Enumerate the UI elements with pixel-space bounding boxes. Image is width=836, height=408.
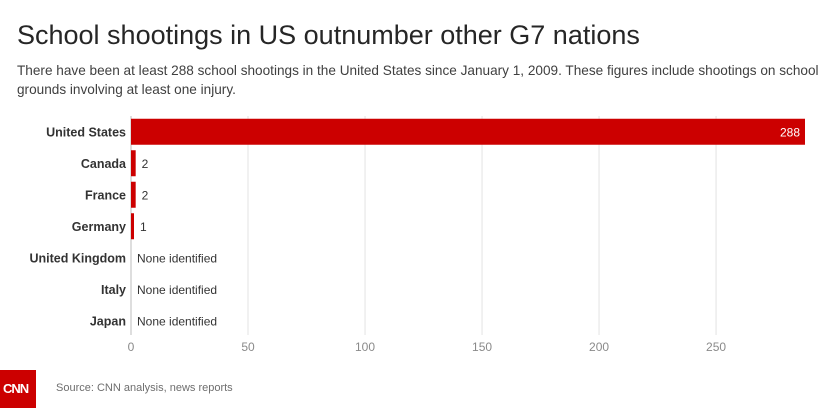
- x-tick-label: 0: [128, 340, 135, 354]
- bar: [131, 181, 136, 208]
- category-label: Germany: [72, 220, 126, 234]
- x-tick-label: 50: [241, 340, 255, 354]
- bar-chart: 0 50 100 150 200 250 United States 288 Canada 2 Fr…: [29, 116, 805, 354]
- cnn-logo-text: CNN: [3, 381, 29, 396]
- bar: [131, 213, 134, 240]
- data-label: 1: [140, 220, 147, 234]
- category-label: Canada: [81, 157, 127, 171]
- data-label: None identified: [137, 251, 217, 265]
- data-label: 2: [142, 188, 149, 202]
- x-tick-label: 100: [355, 340, 375, 354]
- data-label: 2: [142, 157, 149, 171]
- category-label: United Kingdom: [29, 251, 126, 265]
- chart-subtitle: There have been at least 288 school shoo…: [17, 63, 819, 97]
- category-label: United States: [46, 125, 126, 139]
- bar: [131, 150, 136, 177]
- bar: [131, 118, 805, 145]
- x-tick-label: 150: [472, 340, 492, 354]
- category-label: Italy: [101, 283, 126, 297]
- data-label: None identified: [137, 283, 217, 297]
- category-label: Japan: [90, 314, 126, 328]
- data-label: None identified: [137, 314, 217, 328]
- data-label: 288: [780, 125, 800, 139]
- x-tick-label: 250: [706, 340, 726, 354]
- category-label: France: [85, 188, 126, 202]
- cnn-logo: CNN: [0, 370, 36, 408]
- chart-title: School shootings in US outnumber other G…: [17, 20, 640, 50]
- x-tick-label: 200: [589, 340, 609, 354]
- source-note: Source: CNN analysis, news reports: [56, 382, 233, 394]
